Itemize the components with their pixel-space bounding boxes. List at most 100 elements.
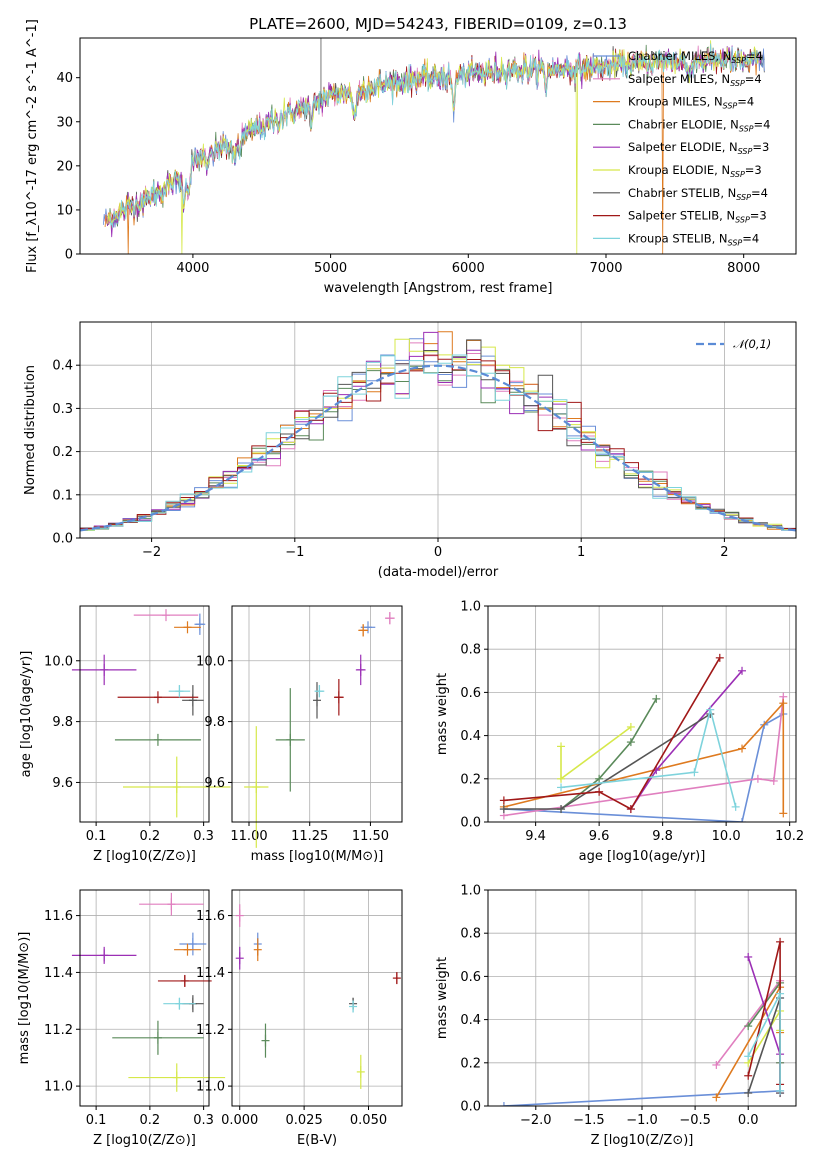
data-point [385,612,395,625]
x-tick-label: −0.5 [679,1113,711,1128]
y-tick-label: 11.6 [196,909,225,924]
x-tick-label: 9.4 [525,829,546,844]
data-point [133,609,199,622]
y-tick-label: 0.4 [460,1013,481,1028]
x-tick-label: 0.050 [350,1113,387,1128]
data-point [355,654,366,686]
plot-area [103,38,765,255]
legend-entry: Chabrier MILES, NSSP=4 [628,49,763,65]
x-tick-label: −1 [285,545,304,560]
legend-entry: Kroupa MILES, NSSP=4 [628,95,754,111]
x-tick-label: 1 [577,545,585,560]
legend-text: Salpeter MILES, N [628,72,730,86]
x-tick-label: 6000 [452,261,485,276]
y-tick-label: 11.4 [196,966,225,981]
y-tick-label: 9.6 [204,776,225,791]
y-tick-label: 10 [56,203,73,218]
legend-subscript: SSP [730,170,745,179]
x-tick-label: 4000 [176,261,209,276]
data-point [168,685,191,698]
data-point [235,946,244,970]
y-tick-label: 9.6 [52,776,73,791]
legend-subscript: SSP [739,124,754,133]
axes-frame [79,37,797,255]
data-point [244,726,269,848]
legend-entry: Salpeter MILES, NSSP=4 [628,72,762,88]
plot-area [244,612,395,848]
data-point [179,932,207,956]
panel-mass-Z: 0.1 0.2 0.3 11.0 11.2 11.4 11.6 Z [log10(Z/Z⊙)]… [17,889,226,1148]
data-point [358,624,368,637]
y-tick-label: 9.8 [52,715,73,730]
panel-weight-age: 9.4 9.6 9.8 10.0 10.2 0.0 0.2 0.4 0.6 0.8 1.0 age [… [435,600,804,865]
data-point [71,654,137,686]
y-tick-label: 0.2 [460,772,481,787]
spectrum-line [106,45,762,238]
x-axis-label: E(B-V) [297,1133,337,1148]
data-point [174,621,201,634]
legend-entry: Chabrier STELIB, NSSP=4 [628,186,768,202]
data-point [349,1000,358,1013]
x-tick-label: 9.8 [652,829,673,844]
spectrum-line [107,40,759,255]
x-tick-label: −1.5 [573,1113,605,1128]
y-tick-label: 0.6 [460,970,481,985]
data-point [157,974,212,987]
x-tick-label: 5000 [314,261,347,276]
legend-entry: Chabrier ELODIE, NSSP=4 [628,117,770,133]
x-tick-label: 10.2 [775,829,804,844]
series-line [560,709,737,808]
legend-entry: Salpeter STELIB, NSSP=3 [628,209,767,225]
x-tick-label: 7000 [589,261,622,276]
x-tick-label: −2 [142,545,161,560]
series-line [503,696,785,817]
axes-frame [79,889,210,1107]
data-point [112,1020,204,1055]
data-point [392,972,401,985]
y-tick-label: 0.0 [460,1100,481,1115]
y-axis-label: mass weight [435,673,450,755]
legend-text: Kroupa STELIB, N [628,231,728,245]
series-line [503,713,784,822]
x-axis-label: mass [log10(M/M⊙)] [251,849,384,864]
legend-subscript: SSP [735,216,750,225]
chart-title: PLATE=2600, MJD=54243, FIBERID=0109, z=0… [249,15,627,33]
x-tick-label: 0.2 [140,1113,161,1128]
legend-subscript: SSP [728,238,743,247]
x-axis-label: (data-model)/error [378,565,499,580]
plot-area [79,331,797,538]
y-tick-label: 1.0 [460,600,481,615]
legend-count: =3 [745,163,762,177]
legend: 𝒩(0,1) [696,337,771,351]
plot-area [499,653,788,822]
axes-frame [79,605,210,823]
data-point [275,688,305,792]
y-tick-label: 11.0 [44,1080,73,1095]
panel-background [232,890,402,1106]
y-tick-label: 0.1 [52,488,73,503]
y-tick-label: 0.2 [460,1056,481,1071]
panel-age-mass: 11.00 11.25 11.50 9.6 9.8 10.0 mass [log10(M/M… [196,605,403,864]
y-axis-label: Flux [f_λ10^-17 erg cm^-2 s^-1 A^-1] [25,19,40,273]
data-point [174,943,201,956]
legend-count: =4 [751,186,768,200]
legend-text: Chabrier STELIB, N [628,186,736,200]
y-tick-label: 1.0 [460,884,481,899]
gaussian-curve [79,364,797,532]
legend-subscript: SSP [723,102,738,111]
panel-background [488,606,796,822]
plot-area [71,609,231,818]
x-tick-label: 9.6 [589,829,610,844]
data-point [71,946,137,964]
y-axis-label: mass weight [435,957,450,1039]
histogram-series [79,354,796,538]
x-tick-label: 8000 [727,261,760,276]
data-point [194,613,206,635]
data-point [117,691,199,704]
x-tick-label: −2.0 [520,1113,552,1128]
x-tick-label: 0.3 [193,829,214,844]
y-tick-label: 0.4 [460,729,481,744]
y-tick-label: 0.0 [52,532,73,547]
